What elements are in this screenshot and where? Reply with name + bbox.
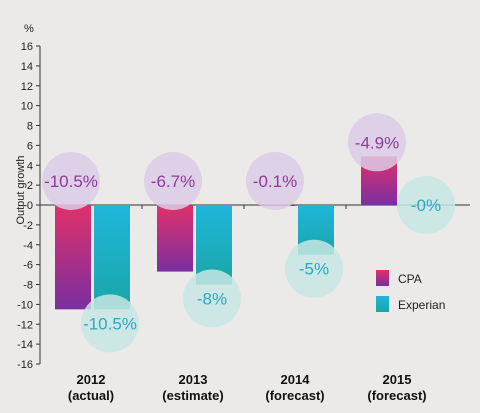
data-labels: -10.5% -6.7% -0.1% -4.9% -10.5% -8% -5% -0% [42, 113, 455, 353]
category-label-note: (forecast) [367, 388, 426, 403]
category-label-year: 2015 [383, 372, 412, 387]
legend-label-experian: Experian [398, 298, 445, 312]
y-tick-label: 6 [27, 140, 33, 152]
bar-experian [94, 205, 130, 310]
y-ticks: 16 14 12 10 8 6 4 2 0 -2 -4 -6 -8 -10 -12 -14 -16 [17, 41, 40, 371]
y-axis-title: Output growth [15, 155, 27, 224]
category-label-note: (forecast) [265, 388, 324, 403]
y-tick-label: 8 [27, 121, 33, 133]
category-labels: 2012(actual)2013(estimate)2014(forecast)… [68, 372, 427, 403]
y-tick-label: 10 [21, 101, 33, 113]
y-tick-label: -2 [23, 220, 33, 232]
data-label-bubble-cpa [246, 152, 304, 210]
y-tick-label: -6 [23, 260, 33, 272]
legend-swatch-cpa [376, 270, 389, 286]
data-label-bubble-cpa [42, 152, 100, 210]
category-label-year: 2013 [179, 372, 208, 387]
category-label-note: (estimate) [162, 388, 223, 403]
y-tick-label: 4 [27, 160, 33, 172]
data-label-cpa: -0.1% [253, 172, 297, 191]
data-label-cpa: -4.9% [355, 133, 399, 152]
y-tick-label: -16 [17, 359, 33, 371]
y-tick-label: -12 [17, 319, 33, 331]
category-label-note: (actual) [68, 388, 114, 403]
y-tick-label: 14 [21, 61, 33, 73]
y-unit-label: % [24, 23, 34, 35]
data-label-cpa: -6.7% [151, 172, 195, 191]
data-label-bubble-experian [285, 239, 343, 298]
data-label-bubble-cpa [144, 152, 202, 210]
y-tick-label: 16 [21, 41, 33, 53]
data-label-cpa: -10.5% [44, 172, 98, 191]
y-tick-label: -14 [17, 339, 33, 351]
legend-swatch-experian [376, 296, 389, 312]
data-label-bubble-experian [183, 269, 241, 328]
data-label-bubble-cpa [348, 113, 406, 172]
data-label-experian: -5% [299, 260, 329, 279]
legend: CPA Experian [376, 270, 445, 312]
bar-cpa [157, 205, 193, 272]
data-label-bubble-experian [397, 176, 455, 234]
data-label-experian: -0% [411, 196, 441, 215]
y-tick-label: -8 [23, 280, 33, 292]
legend-label-cpa: CPA [398, 272, 422, 286]
y-tick-label: 0 [27, 200, 33, 212]
y-tick-label: 2 [27, 180, 33, 192]
category-label-year: 2012 [77, 372, 106, 387]
y-tick-label: -10 [17, 299, 33, 311]
data-label-experian: -10.5% [83, 314, 137, 333]
bar-cpa [55, 205, 91, 310]
category-label-year: 2014 [281, 372, 311, 387]
y-tick-label: 12 [21, 81, 33, 93]
data-label-experian: -8% [197, 290, 227, 309]
data-label-bubble-experian [81, 294, 139, 353]
y-tick-label: -4 [23, 240, 33, 252]
